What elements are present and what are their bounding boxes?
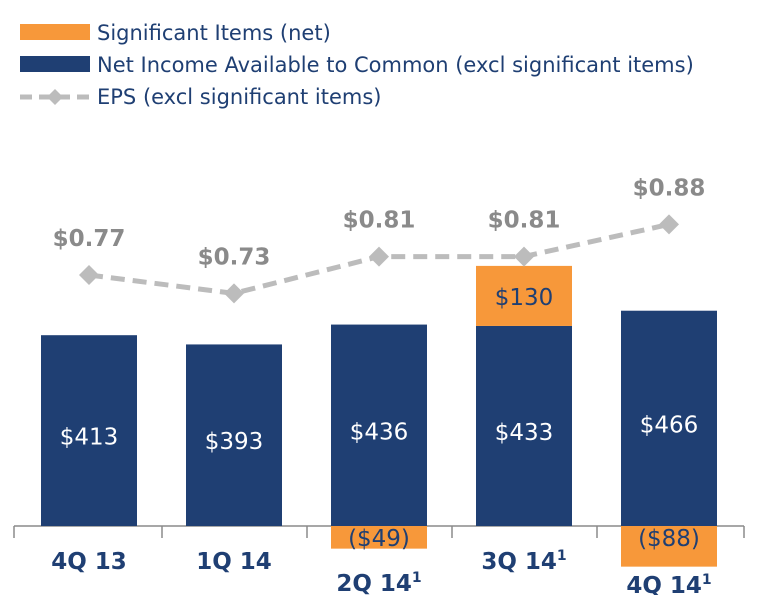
category-label-3: 3Q 141 xyxy=(481,548,566,575)
category-footnote-4: 1 xyxy=(702,572,712,588)
legend-label-net-income: Net Income Available to Common (excl sig… xyxy=(97,53,694,77)
eps-marker-3 xyxy=(514,246,534,267)
bar-net-income-1 xyxy=(186,344,282,526)
category-label-1: 1Q 14 xyxy=(196,549,272,575)
eps-marker-0 xyxy=(79,265,99,285)
legend-swatch-significant xyxy=(20,24,90,40)
eps-label-3: $0.81 xyxy=(488,208,561,234)
legend-swatch-net-income xyxy=(20,56,90,72)
plot-area: $413 $393 $436 $433 $466 ($49) $130 ($88) $0.77 $… xyxy=(13,175,745,595)
category-footnote-2: 1 xyxy=(412,570,422,586)
bar-label-net-income-4: $466 xyxy=(640,412,699,438)
bar-net-income-3 xyxy=(476,325,572,526)
bar-net-income-4 xyxy=(621,310,717,526)
bar-net-income-2 xyxy=(331,324,427,526)
bar-label-net-income-2: $436 xyxy=(350,419,409,445)
bar-significant-3 xyxy=(476,265,572,326)
category-label-4: 4Q 141 xyxy=(626,572,711,595)
bar-label-net-income-0: $413 xyxy=(60,425,119,451)
eps-marker-1 xyxy=(224,283,244,304)
bar-significant-4 xyxy=(621,526,717,567)
eps-label-1: $0.73 xyxy=(198,244,271,270)
category-footnote-3: 1 xyxy=(557,548,567,564)
eps-label-4: $0.88 xyxy=(633,175,706,201)
bar-label-net-income-3: $433 xyxy=(495,420,554,446)
legend-label-significant: Significant Items (net) xyxy=(97,21,331,45)
legend: Significant Items (net) Net Income Avail… xyxy=(20,21,694,109)
bar-label-significant-2: ($49) xyxy=(348,526,410,552)
eps-label-0: $0.77 xyxy=(53,226,126,252)
bar-label-significant-4: ($88) xyxy=(638,526,700,552)
legend-marker-eps xyxy=(47,89,63,105)
bar-significant-2 xyxy=(331,526,427,549)
bar-label-significant-3: $130 xyxy=(495,285,554,311)
eps-marker-4 xyxy=(659,214,679,235)
eps-marker-2 xyxy=(369,246,389,267)
bar-label-net-income-1: $393 xyxy=(205,429,264,455)
category-label-0: 4Q 13 xyxy=(51,549,127,575)
legend-label-eps: EPS (excl significant items) xyxy=(97,85,381,109)
category-label-2: 2Q 141 xyxy=(336,570,421,595)
bar-net-income-0 xyxy=(41,335,137,526)
eps-label-2: $0.81 xyxy=(343,208,416,234)
